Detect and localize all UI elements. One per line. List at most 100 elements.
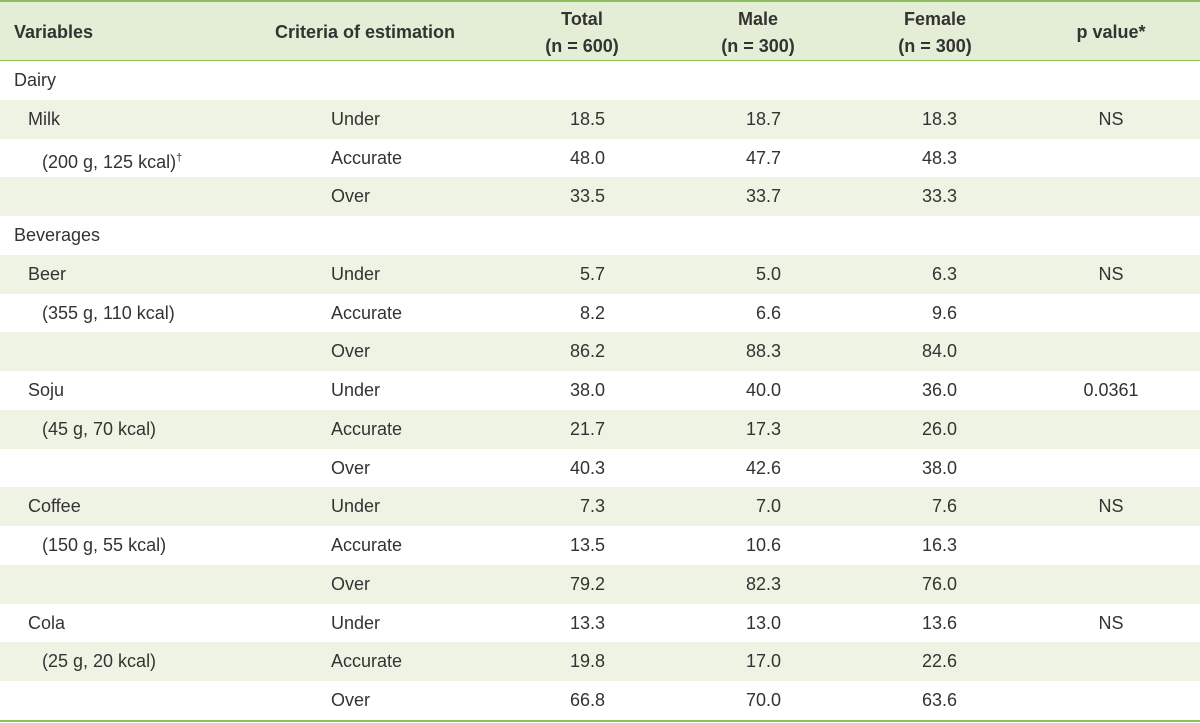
value-cell: 42.6 [745, 457, 781, 478]
criteria: Over [331, 457, 371, 478]
value-cell: 47.7 [745, 147, 781, 168]
group-label: Dairy [14, 70, 57, 90]
value-cell: 84.0 [921, 341, 957, 362]
table-row: (150 g, 55 kcal) Accurate 13.5 10.6 16.3 [0, 526, 1200, 565]
value-cell: 9.6 [931, 302, 957, 323]
criteria: Over [331, 690, 371, 711]
table-row: Over 86.2 88.3 84.0 [0, 332, 1200, 372]
item-note: (45 g, 70 kcal) [42, 419, 156, 439]
header-cell: Criteria of estimation [275, 22, 456, 42]
note-text: (45 g, 70 kcal) [42, 418, 157, 439]
criteria: Accurate [331, 147, 403, 168]
item-note: (25 g, 20 kcal) [42, 651, 156, 671]
value-cell: 38.0 [569, 380, 605, 401]
footnote-mark: † [176, 151, 183, 164]
item-note: (355 g, 110 kcal) [42, 303, 175, 323]
value-cell: 18.5 [569, 108, 605, 129]
header-cell: Variables [14, 22, 94, 42]
table-row: (45 g, 70 kcal) Accurate 21.7 17.3 26.0 [0, 409, 1200, 449]
value-cell: 13.6 [921, 612, 957, 633]
table-row: Over 33.5 33.7 33.3 [0, 177, 1200, 217]
value-cell: 63.6 [921, 690, 957, 711]
value-cell: 48.0 [569, 147, 605, 168]
value-cell: 5.7 [579, 263, 605, 284]
criteria: Accurate [331, 302, 403, 323]
value-cell: 18.7 [745, 108, 781, 129]
value-cell: 6.6 [755, 302, 781, 323]
value-cell: 18.3 [921, 108, 957, 129]
table-row: Coffee Under 7.3 7.0 7.6 NS [0, 487, 1200, 527]
criteria: Under [331, 612, 381, 633]
value-cell: 8.2 [579, 302, 605, 323]
header-cell: (n = 600) [545, 36, 619, 56]
value-cell: 6.3 [931, 263, 957, 284]
value-cell: 26.0 [921, 418, 957, 439]
value-cell: 13.0 [745, 612, 781, 633]
criteria: Under [331, 263, 381, 284]
item-label: Milk [28, 108, 60, 129]
p-value: NS [1098, 496, 1124, 517]
criteria: Under [331, 380, 381, 401]
value-cell: 48.3 [921, 147, 957, 168]
table-row: Milk Under 18.5 18.7 18.3 NS [0, 99, 1200, 139]
item-label: Soju [28, 380, 65, 401]
p-value: NS [1098, 263, 1124, 284]
value-cell: 33.5 [569, 186, 605, 207]
header-cell: Total [561, 9, 603, 29]
note-text: (355 g, 110 kcal) [42, 302, 175, 323]
criteria: Under [331, 108, 381, 129]
bottom-rule [0, 720, 1200, 722]
item-label: Cola [28, 612, 66, 633]
table-row: (200 g, 125 kcal)† Accurate 48.0 47.7 48.3 [0, 139, 1200, 178]
table-row: Soju Under 38.0 40.0 36.0 0.0361 [0, 371, 1200, 410]
value-cell: 17.0 [745, 651, 781, 672]
header-cell: Female [903, 9, 967, 29]
value-cell: 17.3 [745, 418, 781, 439]
criteria: Accurate [331, 651, 403, 672]
value-cell: 22.6 [921, 651, 957, 672]
header-cell: (n = 300) [721, 36, 795, 56]
item-note: (200 g, 125 kcal)† [42, 148, 182, 172]
criteria: Under [331, 496, 381, 517]
note-text: (150 g, 55 kcal) [42, 535, 167, 556]
header-cell: p value* [1076, 22, 1146, 42]
value-cell: 66.8 [569, 690, 605, 711]
value-cell: 33.3 [921, 186, 957, 207]
criteria: Over [331, 186, 371, 207]
table-row: Over 79.2 82.3 76.0 [0, 564, 1200, 604]
header-cell: (n = 300) [898, 36, 972, 56]
table-row: Over 66.8 70.0 63.6 [0, 681, 1200, 720]
table-row: Over 40.3 42.6 38.0 [0, 449, 1200, 488]
note-text: (25 g, 20 kcal) [42, 651, 157, 672]
header-cell: Male [737, 9, 779, 29]
table-row: Beverages [0, 216, 1200, 255]
group-label: Beverages [14, 225, 101, 246]
value-cell: 38.0 [921, 457, 957, 478]
criteria: Over [331, 341, 371, 362]
value-cell: 40.3 [569, 457, 605, 478]
value-cell: 70.0 [745, 690, 781, 711]
value-cell: 86.2 [569, 341, 605, 362]
table-row: Beer Under 5.7 5.0 6.3 NS [0, 254, 1200, 294]
table-row: Dairy [0, 61, 1200, 100]
value-cell: 40.0 [745, 380, 781, 401]
item-label: Beer [28, 263, 67, 284]
value-cell: 7.3 [579, 496, 605, 517]
table-row: (355 g, 110 kcal) Accurate 8.2 6.6 9.6 [0, 294, 1200, 333]
value-cell: 79.2 [569, 573, 605, 594]
p-value: 0.0361 [1083, 380, 1139, 401]
p-value: NS [1098, 108, 1124, 129]
value-cell: 5.0 [755, 263, 781, 284]
value-cell: 21.7 [569, 418, 605, 439]
criteria: Accurate [331, 418, 403, 439]
value-cell: 19.8 [569, 651, 605, 672]
value-cell: 10.6 [745, 535, 781, 556]
value-cell: 76.0 [921, 573, 957, 594]
item-note: (150 g, 55 kcal) [42, 535, 166, 555]
header-row: Variables Criteria of estimation Total (… [0, 0, 1200, 61]
value-cell: 82.3 [745, 573, 781, 594]
criteria: Accurate [331, 535, 403, 556]
value-cell: 88.3 [745, 341, 781, 362]
p-value: NS [1098, 612, 1124, 633]
